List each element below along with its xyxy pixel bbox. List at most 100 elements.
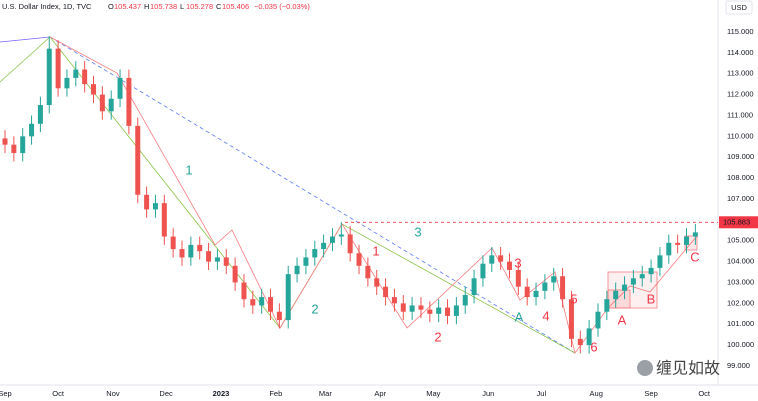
candle-body: [542, 282, 548, 291]
price-tag-label: 105.883: [723, 217, 750, 226]
x-tick-label: Oct: [698, 389, 711, 398]
candle-body: [560, 276, 566, 300]
box: [607, 289, 631, 309]
candle-body: [126, 77, 132, 126]
y-tick-label: 115.000: [727, 27, 754, 36]
x-tick-label: Oct: [52, 389, 65, 398]
candle-body: [338, 234, 344, 237]
candle-body: [498, 255, 504, 262]
y-tick-label: 110.000: [727, 131, 754, 140]
candle-body: [445, 307, 451, 316]
candle-body: [91, 84, 97, 95]
candle-body: [99, 94, 105, 112]
wave-label: 6: [590, 339, 597, 354]
y-tick-label: 109.000: [727, 152, 754, 161]
x-tick-label: Nov: [106, 389, 120, 398]
currency[interactable]: USD: [731, 3, 747, 12]
wave-label: A: [618, 312, 627, 327]
watermark-text: 缠见如故: [656, 359, 720, 378]
candle-body: [55, 48, 61, 89]
wave-label: B: [647, 291, 656, 306]
candle-body: [206, 251, 212, 262]
candle-body: [630, 278, 636, 285]
x-tick-label: 2023: [213, 389, 230, 398]
wave-label: 4: [542, 308, 549, 323]
change: −0.035 (−0.03%): [254, 2, 310, 11]
candle-body: [383, 286, 389, 298]
watermark-icon: [637, 360, 653, 376]
ohlc-value: 105.437: [114, 2, 141, 11]
x-tick-label: Mar: [319, 389, 332, 398]
candle-body: [188, 244, 194, 258]
ohlc-value: 105.738: [150, 2, 177, 11]
candle-body: [347, 234, 353, 254]
candle-body: [152, 203, 158, 210]
candle-body: [179, 249, 185, 258]
ohlc-value: 105.278: [186, 2, 213, 11]
x-tick-label: Apr: [374, 389, 386, 398]
candle-body: [622, 284, 628, 291]
x-tick-label: Sep: [0, 389, 12, 398]
candle-body: [64, 77, 70, 89]
candle-body: [692, 232, 698, 237]
y-tick-label: 99.000: [727, 361, 750, 370]
candle-body: [374, 278, 380, 287]
x-tick-label: Aug: [590, 389, 603, 398]
candle-body: [551, 276, 557, 283]
candle-body: [312, 249, 318, 258]
y-tick-label: 111.000: [727, 110, 753, 119]
candle-body: [170, 236, 176, 250]
wave-label: 3: [514, 255, 521, 270]
candle-body: [285, 274, 291, 321]
wave-label: 5: [570, 291, 577, 306]
candle-body: [259, 297, 265, 306]
candle-body: [577, 338, 583, 346]
ohlc-label: H: [144, 2, 149, 11]
candle-body: [46, 48, 52, 106]
candle-body: [117, 77, 123, 99]
ohlc-label: L: [180, 2, 184, 11]
candle-body: [409, 305, 415, 312]
candle-body: [303, 257, 309, 266]
candle-body: [595, 311, 601, 329]
y-tick-label: 104.000: [727, 257, 754, 266]
header: U.S. Dollar Index, 1D, TVC O 105.437 H 105.…: [2, 2, 310, 11]
candle-body: [648, 267, 654, 275]
ohlc-label: C: [216, 2, 222, 11]
y-tick-label: 112.000: [727, 90, 754, 99]
candle-body: [232, 265, 238, 283]
y-tick-label: 114.000: [727, 48, 754, 57]
y-tick-label: 108.000: [727, 173, 754, 182]
candle-body: [604, 299, 610, 312]
wave-label: 1: [185, 162, 192, 177]
wave-label: 3: [414, 224, 421, 239]
y-tick-label: 102.000: [727, 298, 754, 307]
candle-body: [108, 98, 114, 112]
candle-body: [453, 305, 459, 316]
candle-body: [427, 309, 433, 314]
candle-body: [675, 242, 681, 245]
candle-body: [462, 295, 468, 306]
candle-body: [471, 278, 477, 296]
wave-label: A: [515, 309, 524, 324]
y-tick-label: 100.000: [727, 340, 754, 349]
y-tick-label: 113.000: [727, 69, 754, 78]
wave-label: 2: [311, 301, 318, 316]
candle-body: [568, 299, 574, 339]
candle-body: [480, 263, 486, 279]
fan-line: [0, 36, 51, 43]
candle-body: [135, 125, 141, 195]
candle-body: [613, 290, 619, 300]
candle-body: [329, 236, 335, 243]
watermark: 缠见如故: [637, 359, 720, 378]
candle-body: [276, 311, 282, 321]
candle-body: [321, 242, 327, 250]
currency-button[interactable]: [725, 0, 753, 15]
y-tick-label: 101.000: [727, 319, 754, 328]
x-tick-label: Dec: [159, 389, 173, 398]
candle-body: [506, 261, 512, 270]
x-tick-label: Feb: [269, 389, 282, 398]
candle-body: [657, 255, 663, 268]
candle-body: [294, 265, 300, 275]
